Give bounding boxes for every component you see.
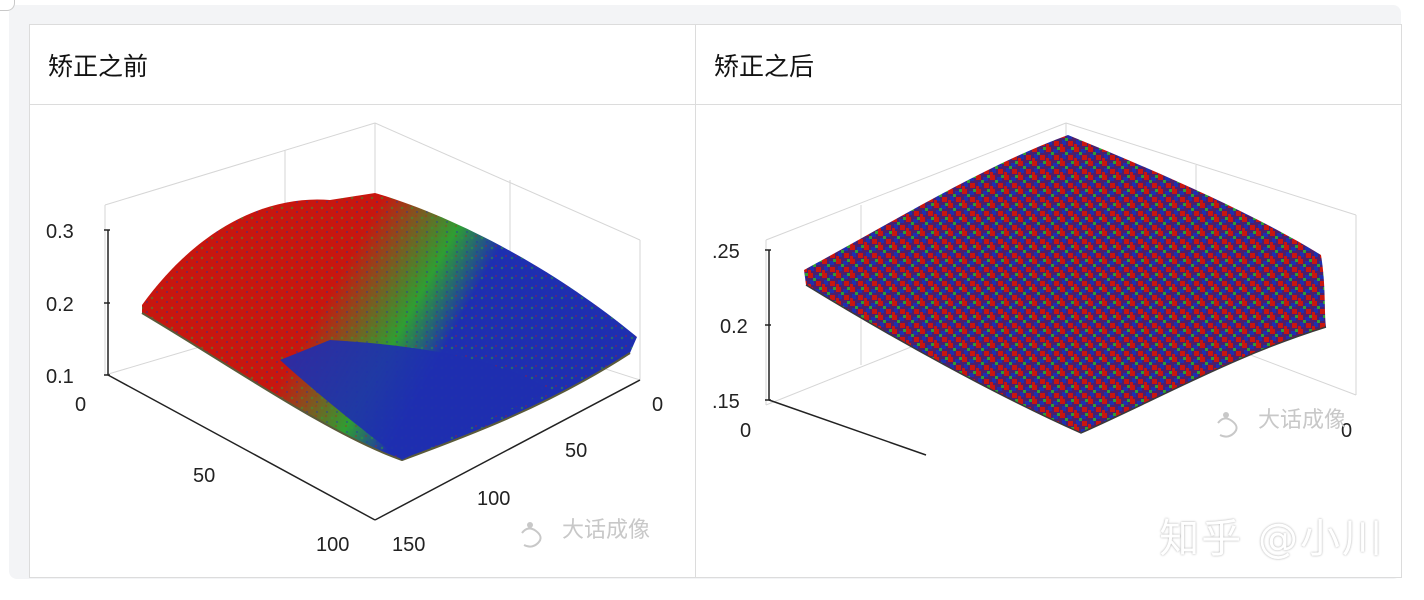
brand-watermark: 知乎 @小川 [1159,516,1384,562]
z-tick-label: 0.2 [720,316,748,338]
z-tick-label: 0.1 [46,366,74,388]
z-tick-label: 0.3 [46,221,74,243]
header-after: 矫正之后 [695,24,1402,105]
header-before: 矫正之前 [29,24,696,105]
corner-marker [0,0,15,11]
watermark-text: 大话成像 [1258,408,1346,433]
cell-after-plot: .25 0.2 .15 0 0 大话成像 [695,104,1402,578]
z-tick-label: .15 [712,391,740,413]
before-surface-plot: 0.3 0.2 0.1 0 50 100 0 50 100 150 大话成像 [46,122,663,556]
y-tick-label: 150 [392,534,425,556]
after-surface-plot: .25 0.2 .15 0 0 大话成像 [712,122,1357,456]
y-tick-label: 50 [565,440,587,462]
table-row: 0.3 0.2 0.1 0 50 100 0 50 100 150 大话成像 [29,104,1402,578]
x-tick-label: 0 [75,394,86,416]
x-tick-label: 50 [193,465,215,487]
x-tick-label: 100 [316,534,349,556]
table-header-row: 矫正之前 矫正之后 [29,24,1402,105]
watermark-logo-icon [1217,412,1238,438]
z-tick-label: 0.2 [46,294,74,316]
y-tick-label: 0 [652,394,663,416]
cell-before-plot: 0.3 0.2 0.1 0 50 100 0 50 100 150 大话成像 [29,104,696,578]
x-tick-label: 0 [740,420,751,442]
y-tick-label: 100 [477,488,510,510]
watermark-text: 大话成像 [562,518,650,543]
y-tick-label: 0 [1341,420,1352,442]
watermark-logo-icon [521,522,542,548]
comparison-table: 矫正之前 矫正之后 [29,24,1402,578]
z-tick-label: .25 [712,241,740,263]
